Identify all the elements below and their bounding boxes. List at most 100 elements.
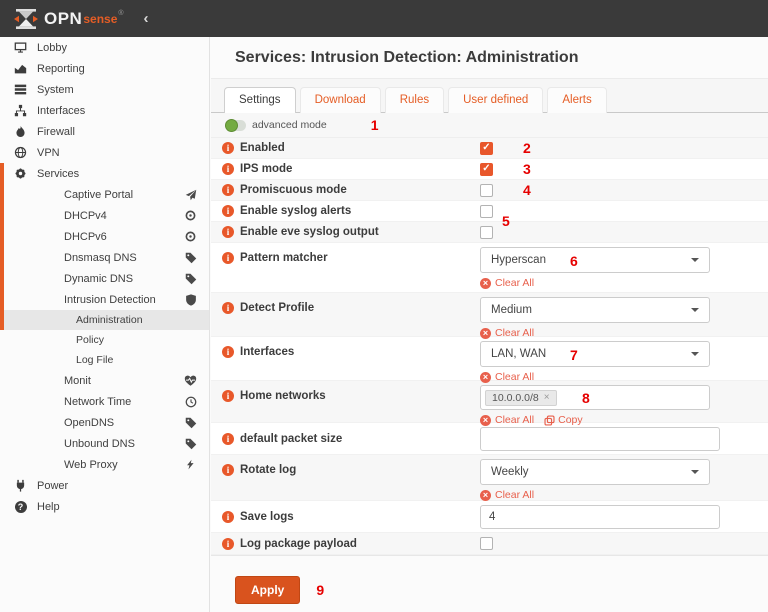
sidebar-item-unbound-dns[interactable]: Unbound DNS	[0, 433, 209, 454]
copy-icon	[544, 414, 555, 426]
advanced-mode-toggle[interactable]	[225, 118, 246, 132]
field-label: Rotate log	[240, 464, 297, 476]
apply-button[interactable]: Apply	[235, 576, 301, 604]
sidebar-item-captive-portal[interactable]: Captive Portal	[0, 184, 209, 205]
sidebar-item-help[interactable]: ? Help	[0, 496, 209, 517]
sidebar-collapse-icon[interactable]: ‹	[143, 10, 149, 27]
shield-icon	[184, 293, 197, 306]
default-packet-size-input[interactable]	[480, 426, 720, 451]
sidebar-item-log-file[interactable]: Log File	[0, 350, 209, 370]
annotation-6: 6	[570, 253, 578, 269]
advanced-mode-label: advanced mode	[252, 119, 327, 131]
tab-user-defined[interactable]: User defined	[448, 87, 544, 113]
tag-icon	[184, 251, 197, 264]
form-footer: Apply 9	[211, 555, 768, 604]
annotation-1: 1	[370, 117, 379, 133]
sidebar-item-interfaces[interactable]: Interfaces	[0, 100, 209, 121]
sidebar-item-label: Log File	[76, 354, 114, 366]
sidebar-item-label: Firewall	[37, 125, 75, 138]
sidebar-item-system[interactable]: System	[0, 79, 209, 100]
sidebar-item-opendns[interactable]: OpenDNS	[0, 412, 209, 433]
sidebar-item-lobby[interactable]: Lobby	[0, 37, 209, 58]
form-row-ips-mode: IPS mode 3	[211, 159, 768, 180]
enabled-checkbox[interactable]	[480, 141, 493, 155]
rotate-log-select[interactable]: Weekly	[480, 459, 710, 485]
sidebar-item-intrusion-detection[interactable]: Intrusion Detection	[0, 289, 209, 310]
sidebar-item-label: DHCPv4	[64, 209, 107, 222]
disc-icon	[184, 209, 197, 222]
interfaces-select[interactable]: LAN, WAN	[480, 341, 710, 367]
sidebar-item-policy[interactable]: Policy	[0, 330, 209, 350]
chevron-down-icon	[691, 308, 699, 312]
sidebar-item-dhcpv6[interactable]: DHCPv6	[0, 226, 209, 247]
sidebar-item-dhcpv4[interactable]: DHCPv4	[0, 205, 209, 226]
sidebar-item-web-proxy[interactable]: Web Proxy	[0, 454, 209, 475]
detect-profile-select[interactable]: Medium	[480, 297, 710, 323]
eve-syslog-checkbox[interactable]	[480, 225, 493, 239]
sidebar-item-dnsmasq-dns[interactable]: Dnsmasq DNS	[0, 247, 209, 268]
sidebar-item-firewall[interactable]: Firewall	[0, 121, 209, 142]
promiscuous-mode-checkbox[interactable]	[480, 183, 493, 197]
annotation-4: 4	[523, 182, 531, 198]
opnsense-logo[interactable]: OPN sense ®	[13, 8, 124, 30]
selected-value: Medium	[491, 304, 532, 316]
clear-all-link[interactable]: Clear All	[495, 414, 535, 426]
info-icon	[222, 432, 234, 445]
tab-alerts[interactable]: Alerts	[547, 87, 607, 113]
selected-value: LAN, WAN	[491, 348, 547, 360]
sidebar-item-services[interactable]: Services	[0, 163, 209, 184]
tab-rules[interactable]: Rules	[384, 87, 445, 113]
field-label: Interfaces	[240, 346, 295, 358]
clear-all-link[interactable]: Clear All	[495, 371, 535, 383]
sidebar-item-label: OpenDNS	[64, 416, 115, 429]
sidebar-item-administration[interactable]: Administration	[0, 310, 209, 330]
clear-all-link[interactable]: Clear All	[495, 277, 535, 289]
paper-plane-icon	[184, 188, 197, 201]
sidebar-item-vpn[interactable]: VPN	[0, 142, 209, 163]
sidebar-item-dynamic-dns[interactable]: Dynamic DNS	[0, 268, 209, 289]
chevron-down-icon	[691, 352, 699, 356]
sidebar-item-label: Dnsmasq DNS	[64, 251, 137, 264]
field-label: Save logs	[240, 510, 294, 523]
question-circle-icon: ?	[13, 500, 28, 513]
log-package-payload-checkbox[interactable]	[480, 537, 493, 550]
token-remove-icon[interactable]	[544, 392, 550, 403]
chevron-down-icon	[691, 258, 699, 262]
annotation-2: 2	[523, 140, 531, 156]
sidebar-item-label: Policy	[76, 334, 105, 346]
field-label: Home networks	[240, 390, 326, 402]
sidebar-item-label: Web Proxy	[64, 458, 118, 471]
home-networks-token-input[interactable]: 10.0.0.0/8	[480, 385, 710, 410]
sidebar-item-label: Monit	[64, 374, 91, 387]
syslog-alerts-checkbox[interactable]	[480, 204, 493, 218]
clock-icon	[184, 395, 197, 408]
field-label: IPS mode	[240, 163, 293, 175]
pattern-matcher-select[interactable]: Hyperscan	[480, 247, 710, 273]
toggle-knob	[225, 118, 238, 132]
sidebar-item-power[interactable]: Power	[0, 475, 209, 496]
sidebar-item-label: Interfaces	[37, 104, 86, 117]
clear-circle-icon	[480, 414, 491, 426]
info-icon	[222, 390, 234, 402]
tag-icon	[184, 272, 197, 285]
info-icon	[222, 205, 234, 217]
fire-icon	[13, 125, 28, 138]
info-icon	[222, 537, 234, 550]
network-token: 10.0.0.0/8	[485, 389, 557, 406]
sidebar-item-network-time[interactable]: Network Time	[0, 391, 209, 412]
ips-mode-checkbox[interactable]	[480, 162, 493, 176]
clear-all-link[interactable]: Clear All	[495, 489, 535, 501]
sitemap-icon	[13, 104, 28, 117]
save-logs-input[interactable]	[480, 504, 720, 529]
copy-link[interactable]: Copy	[544, 414, 583, 426]
sidebar-item-label: Intrusion Detection	[64, 293, 156, 306]
sidebar-item-monit[interactable]: Monit	[0, 370, 209, 391]
sidebar-item-label: Network Time	[64, 395, 132, 408]
sidebar-item-reporting[interactable]: Reporting	[0, 58, 209, 79]
clear-all-link[interactable]: Clear All	[495, 327, 535, 339]
sidebar-item-label: Power	[37, 479, 69, 492]
tab-settings[interactable]: Settings	[224, 87, 296, 113]
tab-download[interactable]: Download	[299, 87, 381, 113]
main-content: Services: Intrusion Detection: Administr…	[211, 37, 768, 612]
brand-text-opn: OPN	[44, 8, 83, 28]
